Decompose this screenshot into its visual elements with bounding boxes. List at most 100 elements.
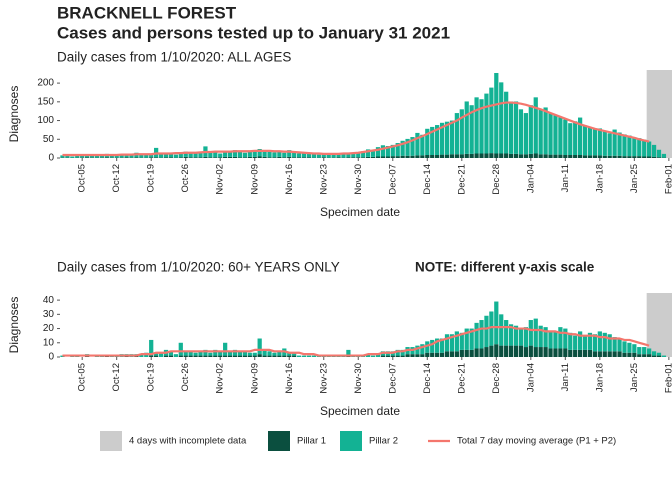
bar-segment xyxy=(518,109,524,155)
bar-segment xyxy=(277,351,282,356)
bar-segment xyxy=(60,155,65,158)
legend-label: Pillar 1 xyxy=(297,436,326,447)
bar-segment xyxy=(459,332,464,350)
bar-segment xyxy=(287,150,292,157)
bar-segment xyxy=(587,155,593,158)
x-tick-label: Feb-01 xyxy=(663,363,672,393)
bar-segment xyxy=(306,355,312,357)
bar-segment xyxy=(173,354,178,357)
bar-segment xyxy=(247,151,252,157)
bar-segment xyxy=(178,355,183,357)
bar-segment xyxy=(356,157,361,158)
bar-segment xyxy=(400,355,405,357)
bar-segment xyxy=(449,120,455,155)
bar-segment xyxy=(592,351,598,357)
bar-segment xyxy=(292,352,297,356)
bar-segment xyxy=(435,155,440,158)
bar-segment xyxy=(242,355,247,357)
x-tick-label: Dec-14 xyxy=(422,363,433,394)
y-tick-label: 30 xyxy=(43,309,55,320)
bar-segment xyxy=(321,157,326,158)
bar-segment xyxy=(632,352,637,357)
bar-segment xyxy=(366,156,371,158)
moving-average-line xyxy=(62,101,650,157)
bar-segment xyxy=(213,355,218,357)
x-tick-label: Oct-26 xyxy=(180,164,191,193)
bar-segment xyxy=(597,128,602,156)
bar-segment xyxy=(272,157,277,158)
bar-segment xyxy=(183,156,188,158)
bar-segment xyxy=(99,154,105,158)
bar-segment xyxy=(267,351,272,356)
bar-segment xyxy=(444,351,450,357)
bar-segment xyxy=(178,342,183,356)
bar-segment xyxy=(464,349,469,357)
bar-segment xyxy=(361,157,366,158)
bar-segment xyxy=(553,348,558,357)
bar-segment xyxy=(656,149,662,158)
bar-segment xyxy=(405,354,410,357)
x-tick-label: Oct-05 xyxy=(77,363,88,392)
bar-segment xyxy=(282,152,287,158)
bar-segment xyxy=(370,355,376,357)
bar-segment xyxy=(543,347,548,357)
bar-segment xyxy=(139,354,144,357)
bar-segment xyxy=(568,349,573,357)
bar-segment xyxy=(70,156,75,158)
bar-segment xyxy=(533,153,538,158)
bar-segment xyxy=(617,351,622,357)
bar-segment xyxy=(242,152,247,158)
bar-segment xyxy=(651,144,657,157)
bar-segment xyxy=(213,157,218,158)
bar-segment xyxy=(612,155,617,158)
bar-segment xyxy=(558,117,563,155)
bar-segment xyxy=(257,354,262,357)
bar-segment xyxy=(272,352,277,356)
bar-segment xyxy=(459,154,464,158)
x-tick-label: Jan-18 xyxy=(594,164,605,193)
bar-segment xyxy=(597,155,602,158)
bar-segment xyxy=(430,155,435,158)
bar-segment xyxy=(193,153,198,158)
bar-segment xyxy=(375,354,381,357)
bar-segment xyxy=(523,327,528,348)
bar-segment xyxy=(474,322,479,349)
bar-segment xyxy=(607,155,612,158)
bar-segment xyxy=(237,157,243,158)
bar-segment xyxy=(366,149,371,157)
bar-segment xyxy=(415,155,420,158)
bar-segment xyxy=(651,355,657,357)
bar-segment xyxy=(410,137,415,156)
bar-segment xyxy=(375,147,381,157)
bar-segment xyxy=(158,153,164,158)
bar-segment xyxy=(553,154,558,158)
bar-segment xyxy=(464,328,469,350)
bar-segment xyxy=(558,154,563,158)
bar-segment xyxy=(435,352,440,357)
bar-segment xyxy=(632,344,637,353)
bar-segment xyxy=(504,345,509,357)
bar-segment xyxy=(85,157,90,158)
bar-segment xyxy=(183,355,188,357)
bar-segment xyxy=(213,349,218,356)
bar-segment xyxy=(627,135,632,157)
bar-segment xyxy=(188,355,193,357)
bar-segment xyxy=(252,355,257,357)
bar-segment xyxy=(425,341,430,353)
bar-segment xyxy=(533,97,538,154)
panel-subtitle: Daily cases from 1/10/2020: 60+ YEARS ON… xyxy=(57,260,340,275)
bar-segment xyxy=(637,347,642,355)
x-tick-label: Nov-09 xyxy=(249,363,260,394)
bar-segment xyxy=(543,154,548,158)
bar-segment xyxy=(528,105,533,154)
x-tick-label: Oct-19 xyxy=(146,164,157,193)
bar-segment xyxy=(439,154,445,158)
bar-segment xyxy=(267,355,272,357)
bar-segment xyxy=(296,157,302,158)
x-tick-label: Nov-02 xyxy=(215,164,226,195)
bar-segment xyxy=(168,157,174,158)
y-tick-label: 40 xyxy=(43,295,55,306)
bar-segment xyxy=(637,156,642,158)
bar-segment xyxy=(425,128,430,156)
bar-segment xyxy=(257,149,262,157)
